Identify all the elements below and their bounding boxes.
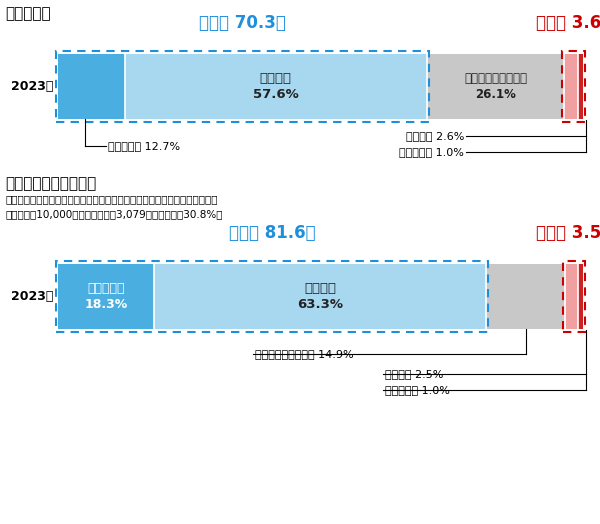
- Bar: [562, 51, 585, 122]
- Bar: [154, 264, 487, 329]
- Text: 2023年: 2023年: [11, 290, 53, 303]
- Text: やや不満 2.5%: やや不満 2.5%: [385, 369, 443, 379]
- Bar: [578, 264, 583, 329]
- Bar: [578, 54, 583, 119]
- Text: やや不満 2.6%: やや不満 2.6%: [406, 131, 464, 141]
- Text: 非常に不満 1.0%: 非常に不満 1.0%: [385, 385, 450, 395]
- Bar: [563, 261, 585, 332]
- Text: 非常に満足 12.7%: 非常に満足 12.7%: [108, 141, 180, 151]
- Bar: [125, 54, 427, 119]
- Text: まあ満足
57.6%: まあ満足 57.6%: [253, 72, 299, 101]
- Text: 対象者数：10,000名、回答者数：3,079名（回答率：30.8%）: 対象者数：10,000名、回答者数：3,079名（回答率：30.8%）: [5, 209, 223, 219]
- Text: 非常に満足
18.3%: 非常に満足 18.3%: [85, 282, 128, 311]
- Text: 不満層 3.6％: 不満層 3.6％: [536, 14, 600, 32]
- Text: まあ満足
63.3%: まあ満足 63.3%: [297, 282, 343, 311]
- Text: （総合満足度のうち、１年以内に請求手続きをされたご契約者様の満足度）: （総合満足度のうち、１年以内に請求手続きをされたご契約者様の満足度）: [5, 194, 218, 204]
- Text: 不満層 3.5％: 不満層 3.5％: [536, 224, 600, 242]
- Text: 2023年: 2023年: [11, 80, 53, 93]
- Text: どちらともいえない 14.9%: どちらともいえない 14.9%: [255, 349, 353, 359]
- Bar: [56, 261, 488, 332]
- Text: 満足層 81.6％: 満足層 81.6％: [229, 224, 316, 242]
- Text: 非常に不満 1.0%: 非常に不満 1.0%: [399, 147, 464, 157]
- Text: どちらともいえない
26.1%: どちらともいえない 26.1%: [464, 72, 527, 101]
- Text: 総合満足度: 総合満足度: [5, 6, 50, 21]
- Bar: [564, 54, 578, 119]
- Bar: [58, 264, 154, 329]
- Bar: [565, 264, 578, 329]
- Text: 満足層 70.3％: 満足層 70.3％: [199, 14, 286, 32]
- Bar: [487, 264, 565, 329]
- Text: 給付請求手続の満足度: 給付請求手続の満足度: [5, 176, 96, 191]
- Bar: [427, 54, 564, 119]
- Bar: [58, 54, 125, 119]
- Bar: [56, 51, 429, 122]
